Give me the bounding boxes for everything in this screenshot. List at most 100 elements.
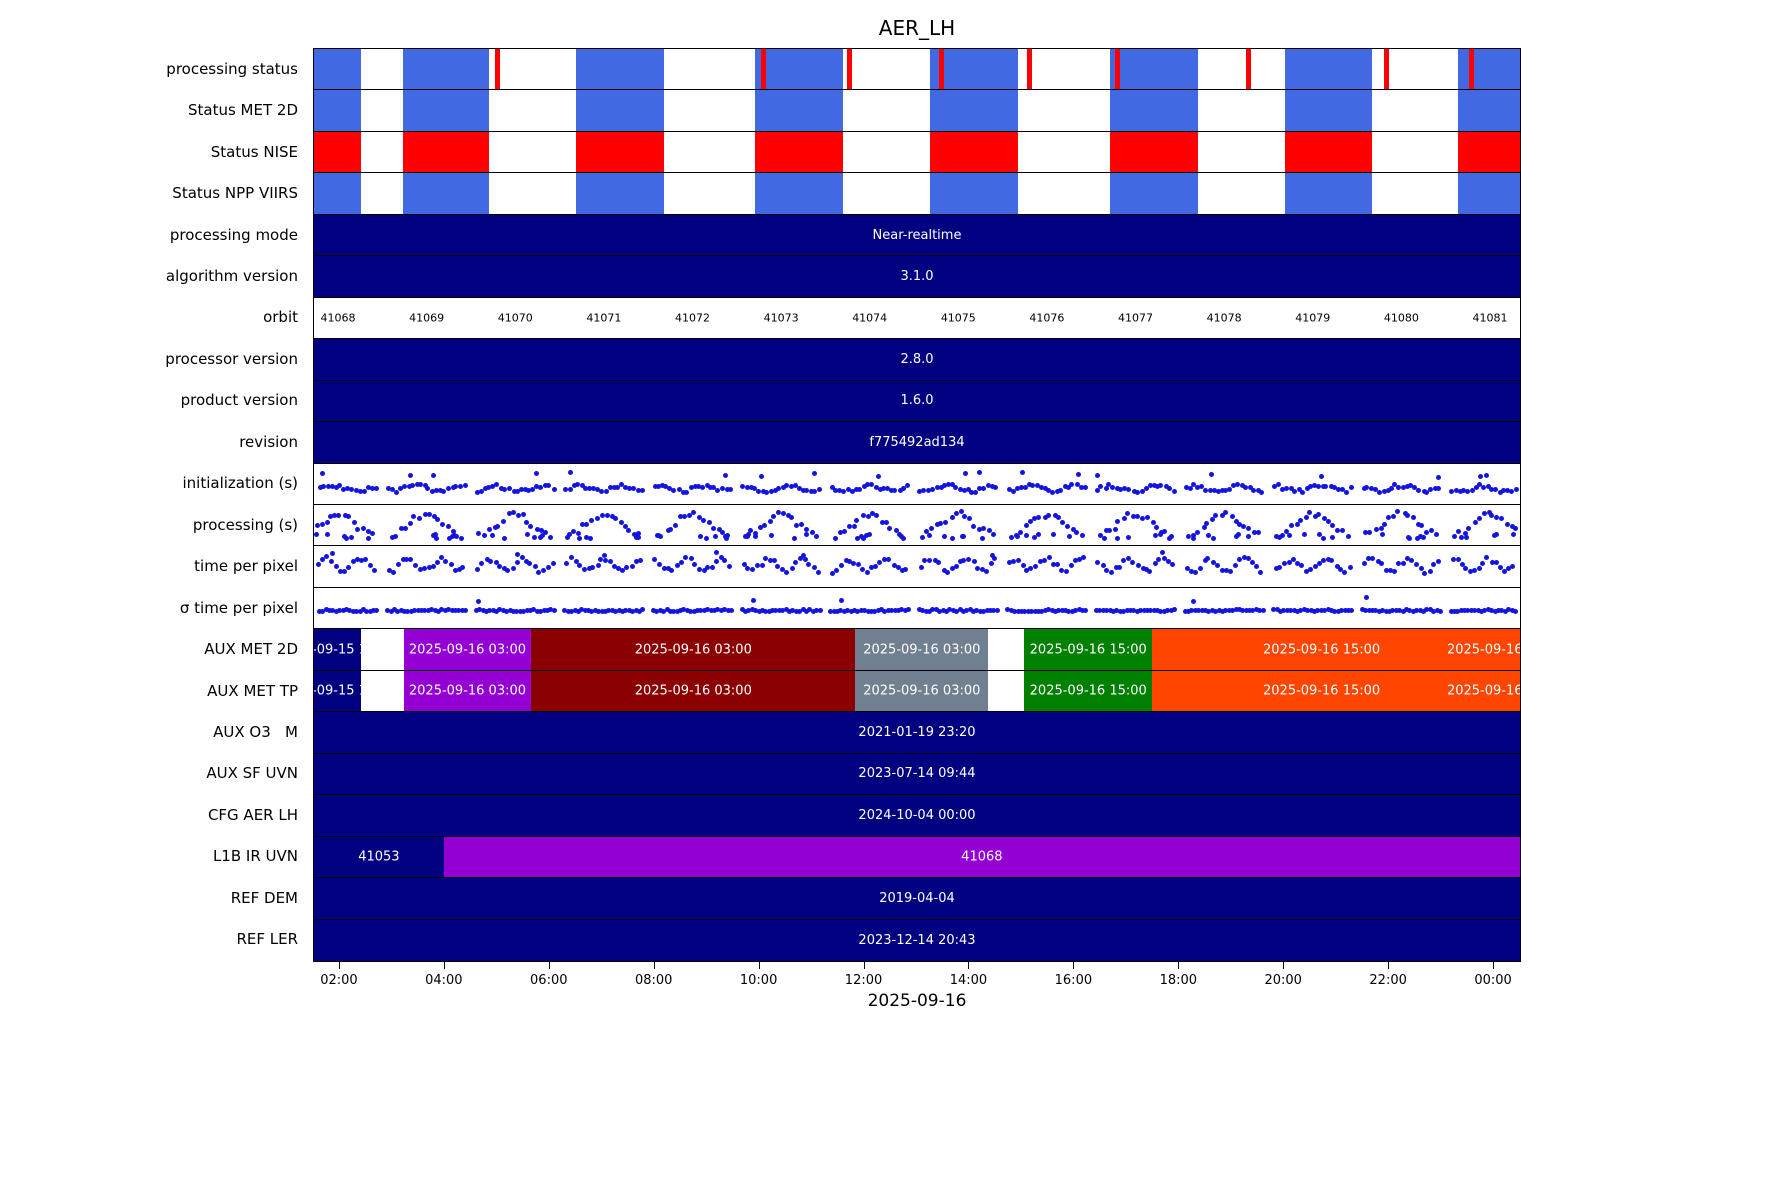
- scatter-dot: [1477, 482, 1483, 488]
- scatter-dot: [566, 531, 572, 537]
- scatter-dot: [587, 535, 593, 541]
- scatter-dot: [427, 512, 433, 518]
- scatter-dot: [938, 484, 944, 490]
- scatter-dot: [752, 486, 758, 492]
- status-block: [403, 49, 489, 90]
- scatter-dot: [701, 517, 706, 523]
- scatter-dot: [1274, 566, 1280, 572]
- scatter-dot: [691, 608, 697, 614]
- scatter-dot: [1459, 562, 1465, 568]
- row-processing-s: [314, 505, 1520, 547]
- row-label-aux-met-2d: AUX MET 2D: [204, 640, 298, 659]
- scatter-dot: [1113, 564, 1119, 570]
- timeline-segment: 2025-09-16 03:00: [403, 670, 532, 712]
- scatter-dot: [1241, 524, 1247, 530]
- scatter-dot: [722, 607, 728, 613]
- scatter-dot: [1186, 534, 1192, 540]
- scatter-dot: [1419, 565, 1425, 571]
- timeline-segment: 2025-09-16 15:00: [1024, 629, 1153, 670]
- scatter-dot: [337, 568, 343, 574]
- scatter-dot: [663, 484, 669, 490]
- scatter-dot: [1437, 608, 1443, 614]
- scatter-dot: [573, 558, 579, 564]
- scatter-dot: [1319, 473, 1325, 479]
- scatter-dot: [744, 484, 750, 490]
- scatter-dot: [1064, 523, 1070, 529]
- scatter-dot: [1022, 608, 1028, 614]
- scatter-dot: [661, 565, 667, 571]
- scatter-dot: [1145, 514, 1151, 520]
- scatter-dot: [950, 608, 956, 614]
- scatter-dot: [941, 567, 947, 573]
- scatter-dot: [1384, 568, 1390, 574]
- scatter-dot: [749, 484, 755, 490]
- scatter-dot: [1379, 526, 1385, 532]
- scatter-dot: [1059, 607, 1065, 613]
- scatter-dot: [1411, 485, 1417, 491]
- timeline-segment: 2025-09-16 03:00: [403, 629, 532, 670]
- scatter-dot: [1492, 487, 1498, 493]
- scatter-dot: [1423, 530, 1429, 536]
- scatter-dot: [577, 563, 583, 569]
- scatter-dot: [1318, 608, 1324, 614]
- scatter-dot: [1295, 608, 1301, 614]
- scatter-dot: [1069, 481, 1075, 487]
- scatter-dot: [316, 561, 322, 567]
- scatter-dot: [416, 516, 422, 522]
- scatter-dot: [548, 607, 554, 613]
- scatter-dot: [321, 483, 327, 489]
- scatter-dot: [861, 513, 867, 519]
- scatter-dot: [374, 485, 380, 491]
- scatter-dot: [790, 565, 796, 571]
- scatter-dot: [1259, 490, 1265, 496]
- scatter-dot: [1223, 608, 1229, 614]
- scatter-dot: [1215, 563, 1221, 569]
- scatter-dot: [343, 607, 349, 613]
- x-tick-label: 04:00: [425, 973, 463, 988]
- scatter-dot: [1144, 607, 1150, 613]
- scatter-dot: [961, 557, 967, 563]
- scatter-dot: [325, 484, 331, 490]
- scatter-dot: [876, 473, 882, 479]
- segment-value: 2025-09-16 03:00: [408, 642, 527, 658]
- status-block: [1109, 49, 1198, 90]
- scatter-dot: [1213, 513, 1219, 519]
- scatter-dot: [314, 523, 320, 529]
- scatter-dot: [688, 556, 694, 562]
- scatter-dot: [507, 510, 513, 516]
- scatter-dot: [979, 566, 985, 572]
- timeline-segment: 2025-09-16 03:00: [531, 670, 856, 712]
- row-label-cfg-aer-lh: CFG AER LH: [207, 805, 298, 824]
- row-ref-dem: 2019-04-04: [314, 878, 1520, 920]
- scatter-dot: [1289, 485, 1295, 491]
- scatter-dot: [1160, 550, 1166, 556]
- scatter-dot: [1223, 567, 1229, 573]
- scatter-dot: [319, 522, 325, 528]
- scatter-dot: [1112, 526, 1118, 532]
- scatter-dot: [692, 561, 698, 567]
- scatter-dot: [606, 607, 612, 613]
- scatter-dot: [635, 488, 641, 494]
- status-block: [403, 131, 489, 173]
- scatter-dot: [1260, 607, 1266, 613]
- scatter-dot: [1303, 568, 1309, 574]
- scatter-dot: [932, 558, 938, 564]
- row-label-aux-sf-uvn: AUX SF UVN: [206, 764, 298, 783]
- scatter-dot: [390, 534, 396, 540]
- scatter-dot: [1054, 488, 1060, 494]
- scatter-dot: [1370, 555, 1376, 561]
- scatter-dot: [1294, 521, 1300, 527]
- x-tick-label: 06:00: [530, 973, 568, 988]
- scatter-dot: [1335, 486, 1341, 492]
- scatter-dot: [1151, 607, 1157, 613]
- orbit-number: 41074: [852, 311, 888, 325]
- scatter-dot: [1258, 570, 1264, 576]
- scatter-dot: [546, 565, 552, 571]
- scatter-dot: [1147, 568, 1153, 574]
- scatter-dot: [787, 608, 793, 614]
- scatter-dot: [1073, 608, 1079, 614]
- scatter-dot: [1295, 561, 1301, 567]
- orbit-number: 41078: [1206, 311, 1242, 325]
- status-block: [1284, 173, 1372, 214]
- scatter-dot: [398, 525, 404, 531]
